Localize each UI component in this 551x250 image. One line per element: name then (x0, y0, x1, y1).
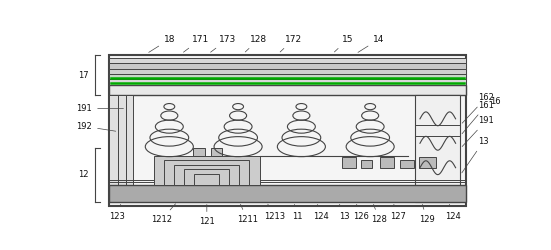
Text: 128: 128 (245, 35, 267, 52)
Text: 162: 162 (462, 93, 494, 123)
Bar (185, 169, 229, 185)
Text: 11: 11 (292, 204, 302, 221)
Bar (109, 96, 118, 202)
Bar (118, 96, 126, 202)
Text: 1212: 1212 (152, 204, 176, 224)
Bar (154, 156, 260, 185)
Text: 172: 172 (280, 35, 302, 52)
Bar (380, 157, 395, 168)
Text: 126: 126 (353, 204, 369, 221)
Bar (109, 56, 466, 206)
Text: 171: 171 (183, 35, 209, 52)
Text: 124: 124 (313, 204, 328, 221)
Text: 191: 191 (77, 104, 123, 113)
Text: 161: 161 (462, 101, 494, 134)
Text: 192: 192 (77, 122, 116, 131)
Text: 123: 123 (109, 204, 125, 221)
Text: 1211: 1211 (236, 204, 258, 224)
Text: 191: 191 (462, 116, 494, 146)
Bar (174, 165, 239, 185)
Text: 1213: 1213 (264, 204, 285, 221)
Text: 127: 127 (390, 204, 406, 221)
Bar (109, 85, 466, 96)
Bar (361, 160, 372, 168)
Text: 13: 13 (339, 204, 349, 221)
Bar (109, 79, 466, 85)
Bar (109, 74, 466, 79)
Text: 12: 12 (79, 170, 89, 179)
Text: 17: 17 (78, 71, 89, 80)
Text: 124: 124 (445, 204, 461, 221)
Bar (419, 157, 436, 168)
Bar (109, 58, 466, 63)
Bar (109, 68, 466, 74)
Text: 18: 18 (149, 35, 175, 52)
Bar (400, 160, 414, 168)
Bar (109, 63, 466, 68)
Text: 15: 15 (334, 35, 354, 52)
Text: 13: 13 (462, 137, 489, 173)
Bar (210, 148, 222, 156)
Text: 16: 16 (490, 97, 501, 106)
Bar (109, 185, 466, 202)
Bar (342, 157, 355, 168)
Text: 128: 128 (371, 204, 387, 224)
Bar (164, 160, 250, 185)
Bar (193, 148, 204, 156)
Text: 121: 121 (199, 204, 215, 226)
Text: 173: 173 (210, 35, 236, 52)
Bar (415, 96, 460, 202)
Bar (126, 96, 133, 202)
Bar (195, 174, 219, 185)
Text: 14: 14 (358, 35, 385, 52)
Text: 129: 129 (419, 204, 435, 224)
